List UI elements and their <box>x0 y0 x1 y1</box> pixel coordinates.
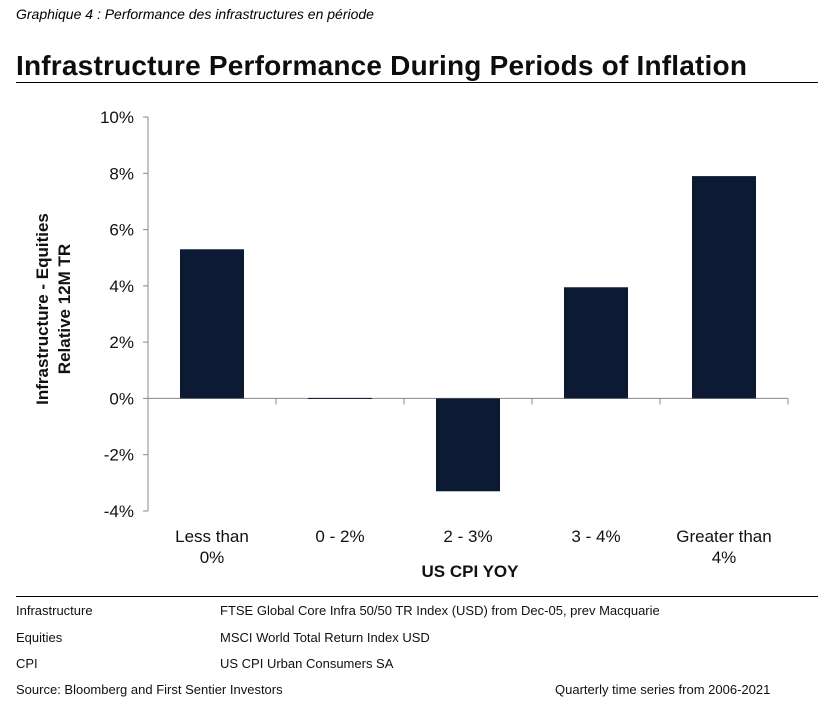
y-tick-label: 10% <box>100 108 134 127</box>
source-note: Source: Bloomberg and First Sentier Inve… <box>16 682 283 697</box>
x-tick-label: 3 - 4% <box>571 527 620 546</box>
y-tick-label: 8% <box>109 164 134 183</box>
x-tick-label: Greater than <box>676 527 771 546</box>
y-tick-label: 2% <box>109 333 134 352</box>
bar-chart: -4% -2% 0% 2% 4% 6% 8% 10% Less than 0% 0 - 2% 2 - … <box>33 108 789 581</box>
x-tick-label: 4% <box>712 548 737 567</box>
bar <box>692 176 756 399</box>
x-axis-label: US CPI YOY <box>422 562 520 581</box>
bar <box>436 398 500 492</box>
y-tick-label: 4% <box>109 277 134 296</box>
bar <box>564 287 628 399</box>
y-axis-label: Relative 12M TR <box>55 244 74 374</box>
note-value-equities: MSCI World Total Return Index USD <box>220 630 430 645</box>
bar <box>308 397 372 399</box>
y-axis-label: Infrastructure - Equities <box>33 213 52 405</box>
chart-title: Infrastructure Performance During Period… <box>16 50 748 81</box>
note-value-infrastructure: FTSE Global Core Infra 50/50 TR Index (U… <box>220 603 660 618</box>
x-tick-label: Less than <box>175 527 249 546</box>
note-value-cpi: US CPI Urban Consumers SA <box>220 656 394 671</box>
period-note: Quarterly time series from 2006-2021 <box>555 682 771 697</box>
y-tick-label: -4% <box>104 502 134 521</box>
note-label-infrastructure: Infrastructure <box>16 603 93 618</box>
note-label-cpi: CPI <box>16 656 38 671</box>
note-label-equities: Equities <box>16 630 63 645</box>
figure-caption: Graphique 4 : Performance des infrastruc… <box>16 6 374 22</box>
title-divider <box>16 82 818 83</box>
bar <box>180 249 244 399</box>
y-tick-label: 0% <box>109 389 134 408</box>
x-tick-label: 0% <box>200 548 225 567</box>
x-tick-label: 0 - 2% <box>315 527 364 546</box>
x-tick-label: 2 - 3% <box>443 527 492 546</box>
y-tick-label: -2% <box>104 446 134 465</box>
notes-divider <box>16 596 818 597</box>
y-tick-label: 6% <box>109 221 134 240</box>
